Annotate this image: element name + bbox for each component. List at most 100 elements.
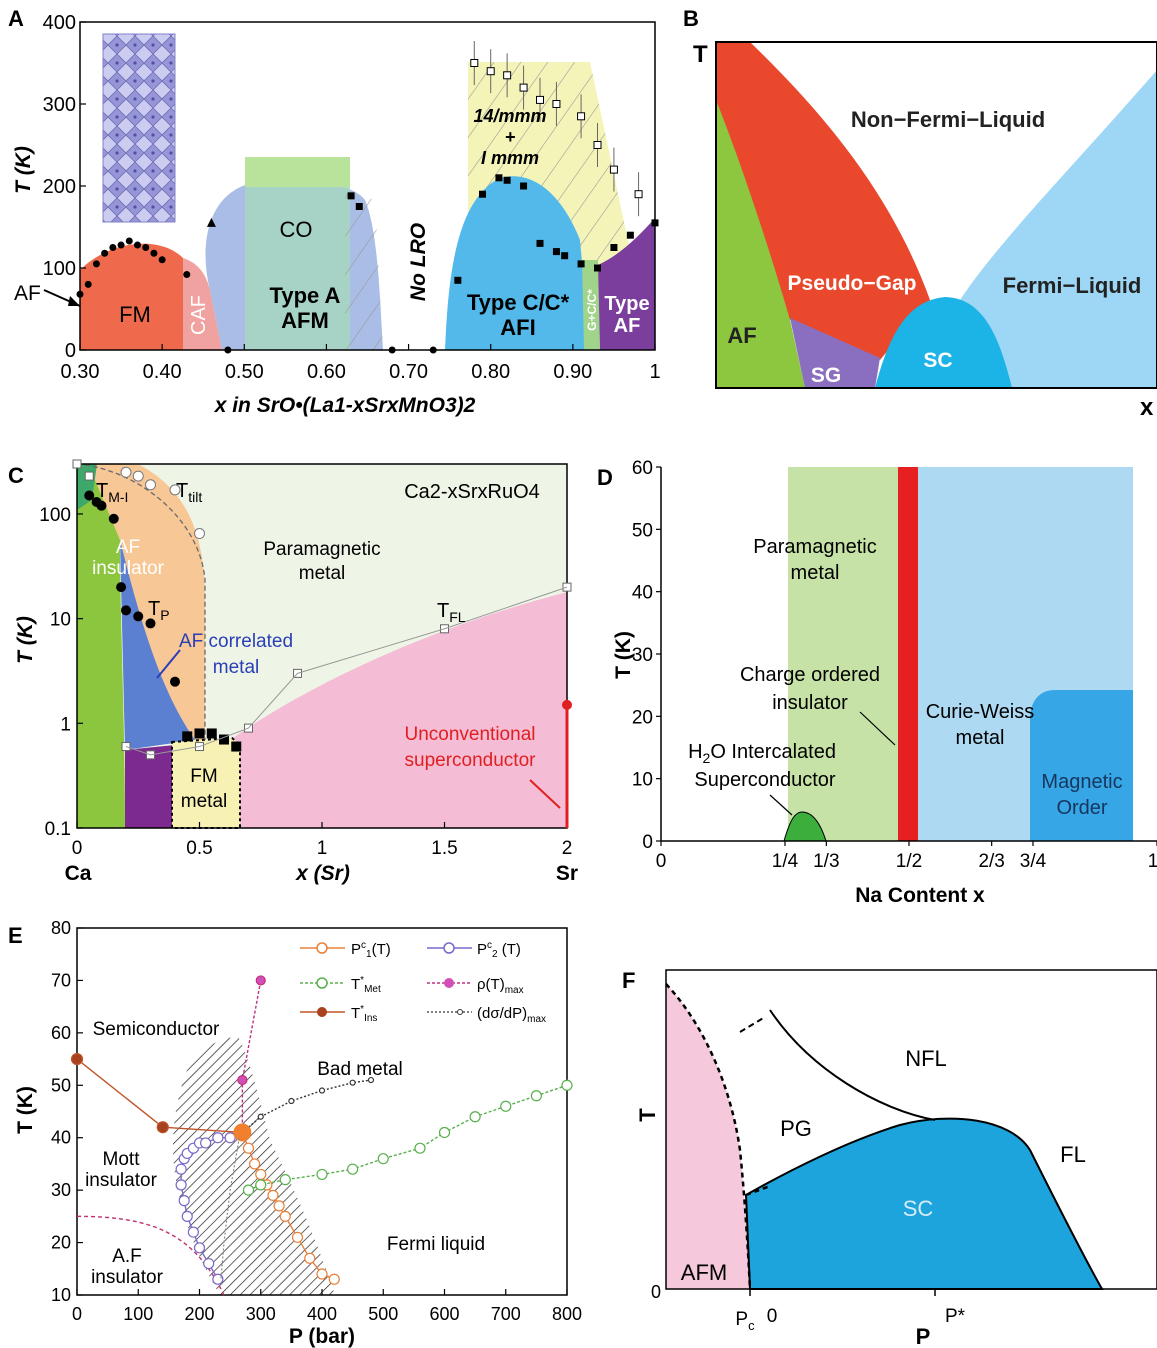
e-point bbox=[242, 1142, 255, 1154]
d-y-tick-label: 20 bbox=[632, 707, 653, 728]
a-y-tick-label: 100 bbox=[43, 258, 76, 280]
a-point bbox=[577, 112, 586, 121]
a-point bbox=[158, 256, 166, 264]
a-label-gcc: G+C/C* bbox=[585, 289, 599, 331]
a-point bbox=[594, 264, 601, 272]
e-point bbox=[255, 1168, 267, 1181]
c-y-ticks: 0.1 1 10 100 bbox=[39, 505, 83, 840]
svg-text:Pc2 (T): Pc2 (T) bbox=[477, 940, 521, 960]
c-point bbox=[133, 611, 144, 622]
a-x-tick-label: 0.80 bbox=[471, 361, 510, 383]
a-point bbox=[561, 252, 569, 260]
a-point bbox=[609, 165, 618, 174]
f-afm-boundary bbox=[665, 983, 752, 1290]
panel-f: F NFL PG FL SC AFM T P 0 Pc 0 P* bbox=[622, 968, 1157, 1348]
c-tfl-line bbox=[125, 586, 568, 756]
f-label-fl: FL bbox=[1060, 1142, 1086, 1167]
e-point bbox=[178, 1195, 190, 1207]
e-point bbox=[377, 1153, 389, 1165]
e-point bbox=[304, 1252, 316, 1264]
e-point bbox=[212, 1132, 224, 1144]
c-point bbox=[120, 466, 132, 478]
c-y-tick-label: 0.1 bbox=[45, 819, 71, 840]
a-label-no-lro: No LRO bbox=[407, 223, 430, 301]
a-x-ticks: 0.30 0.40 0.50 0.60 0.70 0.80 0.90 1 bbox=[61, 344, 661, 383]
f-x-tick-pc: Pc bbox=[735, 1309, 755, 1333]
e-point bbox=[193, 1242, 206, 1254]
a-point bbox=[150, 249, 158, 257]
b-label-pseudo-gap: Pseudo−Gap bbox=[788, 272, 917, 295]
e-point bbox=[249, 1158, 261, 1170]
c-sc-arrow bbox=[529, 779, 561, 809]
c-x-tick-label: 0.5 bbox=[186, 838, 212, 859]
a-x-tick-label: 0.50 bbox=[225, 361, 264, 383]
c-x-tick-label: 1 bbox=[317, 838, 328, 859]
svg-text:T*Ins: T*Ins bbox=[351, 1004, 377, 1024]
c-point bbox=[84, 471, 94, 481]
e-x-tick-label: 800 bbox=[552, 1304, 582, 1324]
b-label-nfl: Non−Fermi−Liquid bbox=[851, 107, 1045, 132]
e-label-af-insulator: A.F insulator bbox=[91, 1246, 163, 1288]
a-point bbox=[536, 239, 544, 247]
c-point bbox=[121, 605, 131, 616]
e-x-tick-label: 300 bbox=[246, 1304, 276, 1324]
a-point bbox=[651, 219, 659, 227]
d-y-tick-label: 30 bbox=[632, 645, 653, 666]
c-point bbox=[169, 484, 181, 496]
a-y-label: T (K) bbox=[12, 146, 35, 194]
a-y-tick-label: 300 bbox=[43, 94, 76, 116]
e-point bbox=[175, 1163, 187, 1175]
svg-text:T*Met: T*Met bbox=[351, 975, 381, 995]
a-label-fm: FM bbox=[119, 302, 151, 327]
panel-f-letter: F bbox=[622, 968, 635, 993]
e-y-ticks: 10 20 30 40 50 60 70 80 bbox=[51, 918, 83, 1305]
f-sc-dashed bbox=[745, 1184, 771, 1197]
e-af-boundary bbox=[76, 1215, 225, 1296]
panel-d: D 0 1/4 1/3 1/2 2/3 3/4 1 0 10 20 30 40 50 60 Na Con… bbox=[597, 458, 1157, 907]
panel-b-letter: B bbox=[683, 6, 699, 31]
a-x-tick-label: 0.30 bbox=[61, 361, 100, 383]
a-point bbox=[76, 290, 84, 298]
e-point bbox=[414, 1142, 426, 1154]
c-x-end-sr: Sr bbox=[556, 862, 578, 885]
c-y-tick-label: 10 bbox=[50, 610, 71, 631]
a-label-type-af: Type AF bbox=[604, 293, 649, 337]
legend-item-tins: T*Ins bbox=[300, 1004, 377, 1024]
a-point bbox=[206, 217, 216, 227]
region-superconductor-d bbox=[783, 811, 827, 842]
e-y-tick-label: 70 bbox=[51, 970, 71, 990]
region-purple bbox=[125, 745, 175, 828]
f-label-sc: SC bbox=[903, 1196, 934, 1221]
e-point bbox=[181, 1210, 193, 1222]
e-point bbox=[255, 1179, 267, 1191]
c-point bbox=[145, 479, 156, 491]
region-fl-pink bbox=[230, 592, 567, 828]
panel-e: E 0 100 200 300 400 500 600 700 800 10 20 30 40 50 60… bbox=[8, 918, 582, 1348]
b-label-sc: SC bbox=[923, 349, 952, 372]
a-label-co: CO bbox=[280, 217, 313, 242]
a-label-type-a-afm: Type A AFM bbox=[270, 283, 341, 333]
c-point bbox=[562, 699, 572, 710]
c-label-af-insulator: AF insulator bbox=[92, 537, 164, 579]
a-point bbox=[92, 260, 100, 268]
e-y-label: T (K) bbox=[14, 1086, 37, 1134]
panel-c-letter: C bbox=[8, 463, 24, 488]
e-point bbox=[318, 1087, 326, 1094]
d-y-label: T (K) bbox=[612, 631, 635, 679]
region-gcc bbox=[582, 260, 600, 350]
f-label-nfl: NFL bbox=[905, 1046, 947, 1071]
f-x-label: P bbox=[916, 1324, 931, 1348]
c-point bbox=[96, 500, 107, 511]
axes-b bbox=[715, 41, 1157, 389]
a-point bbox=[355, 203, 363, 210]
legend-item-pc2: Pc2 (T) bbox=[427, 940, 521, 960]
d-x-tick-label: 1/4 bbox=[772, 851, 799, 872]
b-label-sg: SG bbox=[811, 364, 841, 387]
d-y-tick-label: 50 bbox=[632, 520, 653, 541]
a-point bbox=[429, 346, 437, 354]
a-label-type-c-afi: Type C/C* AFI bbox=[467, 290, 570, 340]
b-label-fermi-liquid: Fermi−Liquid bbox=[1003, 273, 1142, 298]
svg-text:Pc1(T): Pc1(T) bbox=[351, 940, 391, 960]
e-point bbox=[530, 1090, 542, 1102]
panel-b: B T x Non−Fermi−Liquid Pseudo−Gap Fermi−… bbox=[683, 6, 1157, 421]
